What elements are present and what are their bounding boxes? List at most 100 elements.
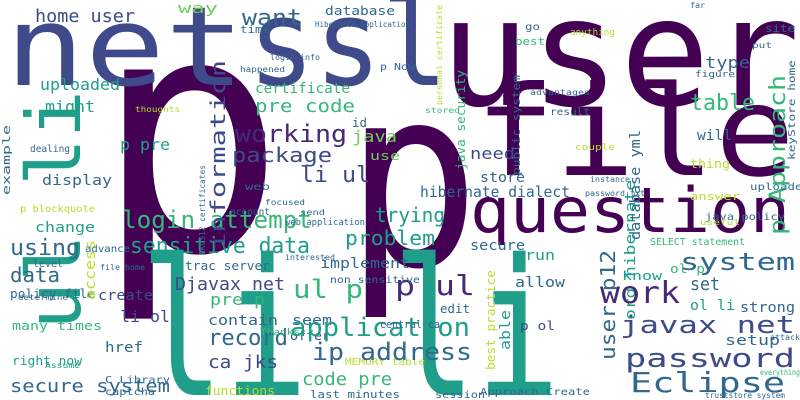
word: user p12 bbox=[596, 250, 620, 360]
word: setup bbox=[725, 333, 780, 349]
word: javax net bbox=[620, 311, 795, 339]
word: java bbox=[352, 127, 397, 146]
word: able bbox=[498, 310, 514, 350]
word: time bbox=[240, 23, 270, 36]
word: java policy bbox=[705, 212, 785, 223]
word: user bbox=[440, 0, 800, 141]
word: table bbox=[690, 91, 755, 116]
word: change bbox=[35, 220, 95, 236]
word: file home bbox=[100, 263, 145, 272]
word: p ol bbox=[520, 319, 555, 333]
word: web application bbox=[285, 218, 365, 228]
word: password txt bbox=[585, 189, 645, 198]
word: offer bbox=[290, 329, 330, 343]
word: anything bbox=[570, 28, 615, 38]
word: password bbox=[625, 344, 795, 374]
word: last minutes bbox=[310, 388, 400, 400]
word: way bbox=[178, 1, 218, 17]
word: question bbox=[470, 174, 790, 247]
word: data bbox=[10, 263, 60, 287]
word: public system bbox=[510, 75, 523, 175]
word: result bbox=[550, 107, 590, 118]
word: everything bbox=[760, 368, 800, 377]
word: know bbox=[622, 269, 663, 283]
word: type bbox=[705, 53, 750, 72]
word: href bbox=[105, 340, 143, 356]
word: li li bbox=[140, 219, 560, 400]
word: ol p bbox=[670, 262, 705, 276]
word: net bbox=[5, 0, 245, 111]
word: p ul bbox=[395, 269, 475, 302]
word: functions bbox=[205, 384, 275, 398]
word: PKCS12 certificates bbox=[198, 165, 207, 255]
word: instance bbox=[590, 175, 630, 184]
word: store bbox=[480, 170, 525, 186]
word: best practice bbox=[484, 270, 498, 370]
word: site bbox=[765, 22, 795, 35]
word: will bbox=[697, 128, 732, 144]
word: far bbox=[690, 1, 705, 10]
word: advantages bbox=[530, 88, 590, 97]
word: secure system bbox=[10, 376, 170, 397]
word: dealing bbox=[30, 144, 70, 155]
word: Thanks bbox=[260, 328, 300, 338]
word: hibernate dialect bbox=[420, 183, 570, 201]
word: send bbox=[300, 208, 325, 217]
word: policy file bbox=[10, 287, 95, 301]
word: p bbox=[345, 33, 480, 324]
word: determine bbox=[18, 293, 68, 302]
word: C Library bbox=[105, 375, 170, 386]
word: run bbox=[525, 248, 555, 264]
word: secure bbox=[470, 238, 525, 254]
word: file bbox=[475, 60, 795, 205]
word: certificate bbox=[255, 81, 350, 97]
word: trying bbox=[375, 203, 445, 227]
word: record bbox=[208, 326, 288, 351]
word: put bbox=[752, 41, 772, 50]
word: best bbox=[515, 35, 545, 48]
word: edit bbox=[440, 302, 470, 316]
word: might bbox=[45, 97, 95, 116]
word: interested bbox=[285, 253, 335, 262]
word: uploader bbox=[750, 182, 800, 193]
word: pre p bbox=[210, 290, 265, 309]
word: Approach Create bbox=[480, 387, 590, 398]
word: problem bbox=[345, 226, 435, 250]
word: login attempt bbox=[122, 206, 312, 234]
word: set bbox=[690, 274, 720, 295]
word: need bbox=[470, 144, 515, 163]
word: ul p bbox=[293, 275, 363, 305]
word: figure bbox=[695, 70, 735, 80]
word: work bbox=[600, 276, 680, 311]
word: ol li bbox=[690, 298, 735, 314]
word: li ol bbox=[120, 307, 170, 326]
word: thoughts bbox=[135, 105, 180, 114]
word: right now bbox=[12, 354, 83, 368]
word: database bbox=[325, 4, 395, 18]
word: login info bbox=[270, 53, 320, 62]
word: trac server bbox=[185, 259, 270, 273]
word: create bbox=[98, 288, 153, 304]
word: go bbox=[525, 22, 540, 33]
word: ssl bbox=[248, 0, 448, 114]
word: working bbox=[235, 120, 347, 148]
word: ip address bbox=[312, 338, 472, 366]
word: MEMORY table bbox=[345, 357, 425, 368]
word: want bbox=[242, 6, 302, 31]
word: p bbox=[95, 0, 285, 328]
word: ca jks bbox=[208, 352, 278, 373]
word: many times bbox=[12, 319, 102, 333]
word: org hibernate bbox=[623, 180, 639, 320]
word: information bbox=[206, 60, 230, 250]
word: example bbox=[0, 125, 13, 195]
word: p Now bbox=[380, 62, 416, 73]
word: ul li bbox=[10, 90, 98, 330]
word: session bbox=[435, 390, 485, 400]
word: attack bbox=[770, 333, 800, 342]
word: use bbox=[370, 149, 400, 163]
word: contain bbox=[208, 313, 278, 329]
word: strong bbox=[740, 300, 795, 316]
word: p blockquote bbox=[20, 204, 95, 215]
